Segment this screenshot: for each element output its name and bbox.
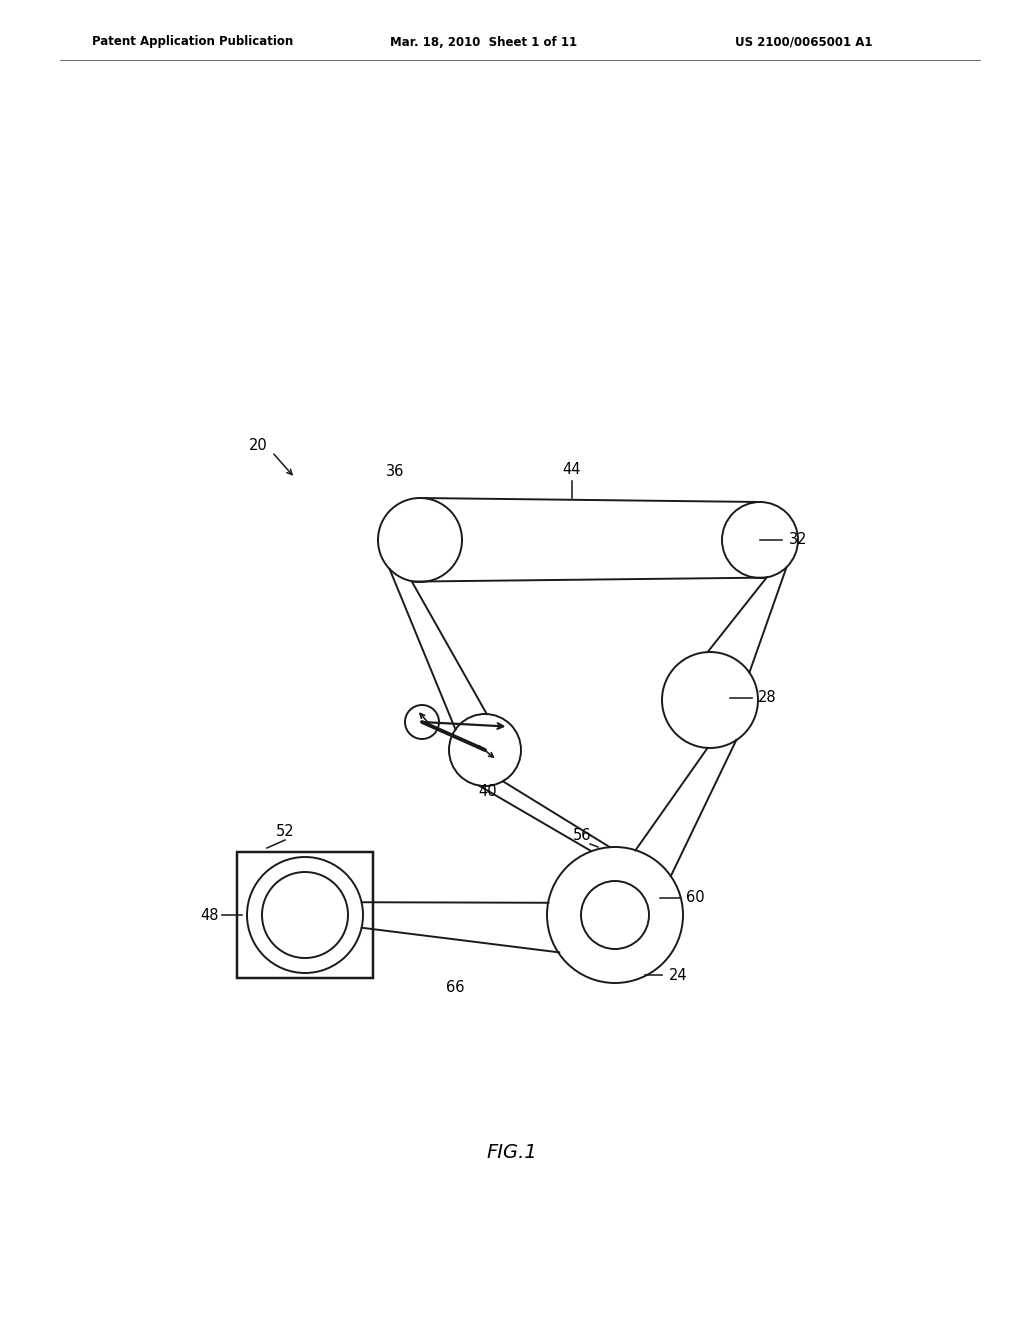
Text: 56: 56 xyxy=(572,828,591,842)
Text: Patent Application Publication: Patent Application Publication xyxy=(92,36,293,49)
Text: 28: 28 xyxy=(758,690,776,705)
Text: 48: 48 xyxy=(201,908,219,923)
Text: 40: 40 xyxy=(478,784,498,800)
Text: 60: 60 xyxy=(686,891,705,906)
Text: Mar. 18, 2010  Sheet 1 of 11: Mar. 18, 2010 Sheet 1 of 11 xyxy=(390,36,578,49)
Text: 24: 24 xyxy=(669,968,687,982)
Text: US 2100/0065001 A1: US 2100/0065001 A1 xyxy=(735,36,872,49)
Text: 32: 32 xyxy=(788,532,807,548)
Text: FIG.1: FIG.1 xyxy=(486,1143,538,1162)
Text: 36: 36 xyxy=(386,465,404,479)
Bar xyxy=(237,851,373,978)
Text: 52: 52 xyxy=(275,824,294,838)
Text: 44: 44 xyxy=(563,462,582,478)
Text: 66: 66 xyxy=(445,981,464,995)
Text: 20: 20 xyxy=(249,437,267,453)
